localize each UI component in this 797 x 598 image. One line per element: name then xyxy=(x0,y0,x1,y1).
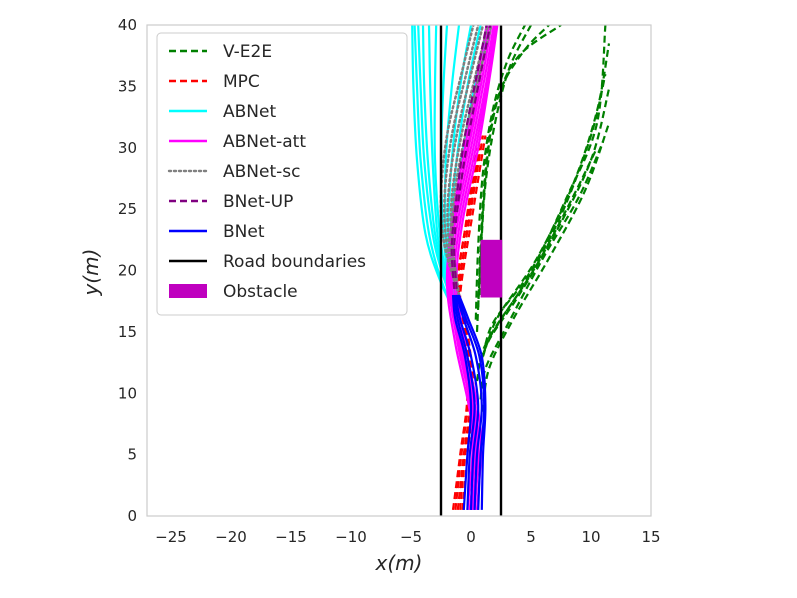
bnet-up-trajectory-1 xyxy=(450,25,488,289)
legend-label: BNet xyxy=(223,222,265,242)
v-e2e-trajectory-11 xyxy=(475,25,532,332)
mpc-trajectory-4 xyxy=(455,147,479,510)
y-tick-label: 30 xyxy=(118,139,137,157)
bnet-trajectory-6 xyxy=(457,294,487,510)
y-tick-label: 10 xyxy=(118,384,137,402)
y-tick-label: 0 xyxy=(127,507,137,525)
y-tick-label: 35 xyxy=(118,77,137,95)
v-e2e-trajectory-7 xyxy=(487,43,611,339)
y-tick-label: 25 xyxy=(118,200,137,218)
plot-frame xyxy=(146,24,652,517)
legend-item-abnet-sc: ABNet-sc xyxy=(167,162,300,182)
x-tick-label: 10 xyxy=(581,528,600,546)
legend-item-obstacle: Obstacle xyxy=(169,282,298,302)
legend-label: MPC xyxy=(223,72,260,92)
bnet-trajectory-2 xyxy=(453,294,476,510)
x-tick-label: 15 xyxy=(641,528,660,546)
y-axis-label: y(m) xyxy=(79,249,103,297)
x-tick-label: −5 xyxy=(400,528,422,546)
legend-item-abnet-att: ABNet-att xyxy=(169,132,306,152)
series-layer xyxy=(411,25,611,511)
legend-item-v-e2e: V-E2E xyxy=(169,42,272,62)
abnet-sc-trajectory-1 xyxy=(439,25,475,297)
y-tick-label: 20 xyxy=(118,262,137,280)
v-e2e-trajectory-4 xyxy=(479,88,611,363)
legend-label: ABNet-att xyxy=(223,132,306,152)
obstacle-layer xyxy=(480,239,503,298)
series-bnet xyxy=(451,294,487,510)
legend-label: ABNet xyxy=(223,102,276,122)
series-v-e2e xyxy=(474,25,611,412)
v-e2e-trajectory-2 xyxy=(481,122,611,412)
legend-label: V-E2E xyxy=(223,42,272,62)
x-tick-label: 5 xyxy=(526,528,536,546)
legend-item-bnet: BNet xyxy=(169,222,265,242)
x-tick-label: −20 xyxy=(215,528,247,546)
abnet-trajectory-2 xyxy=(413,25,460,321)
v-e2e-trajectory-5 xyxy=(481,73,607,357)
legend-swatch xyxy=(169,284,207,298)
legend-label: Obstacle xyxy=(223,282,298,302)
legend-item-bnet-up: BNet-UP xyxy=(169,192,293,212)
y-tick-label: 40 xyxy=(118,16,137,34)
x-tick-label: −10 xyxy=(335,528,367,546)
legend-box xyxy=(156,32,408,316)
legend-item-abnet: ABNet xyxy=(169,102,276,122)
abnet-sc-trajectory-3 xyxy=(446,25,485,297)
legend-item-mpc: MPC xyxy=(169,72,260,92)
y-tick-label: 15 xyxy=(118,323,137,341)
x-tick-label: 0 xyxy=(466,528,476,546)
bnet-up-trajectory-2 xyxy=(453,25,492,289)
x-tick-label: −25 xyxy=(155,528,187,546)
v-e2e-trajectory-6 xyxy=(484,25,607,345)
v-e2e-trajectory-3 xyxy=(475,147,598,382)
legend-label: ABNet-sc xyxy=(223,162,300,182)
bnet-trajectory-5 xyxy=(456,294,486,510)
bnet-trajectory-1 xyxy=(451,294,473,510)
legend: V-E2E MPC ABNet ABNet-att ABNet-sc BNet-UP BNe… xyxy=(156,32,408,316)
bnet-trajectory-3 xyxy=(454,294,480,510)
x-tick-label: −15 xyxy=(275,528,307,546)
series-bnet-up xyxy=(450,25,492,289)
tick-labels: −25 −20 −15 −10 −5 0 5 10 15 0 5 10 15 20 25 30 35 40 xyxy=(118,16,661,546)
x-axis-label: x(m) xyxy=(375,551,423,575)
obstacle-rect xyxy=(480,239,503,298)
legend-label: Road boundaries xyxy=(223,252,366,272)
bnet-trajectory-4 xyxy=(455,294,483,510)
legend-item-road-boundaries: Road boundaries xyxy=(169,252,366,272)
abnet-sc-trajectory-2 xyxy=(443,25,480,297)
legend-label: BNet-UP xyxy=(223,192,293,212)
y-tick-label: 5 xyxy=(127,446,137,464)
